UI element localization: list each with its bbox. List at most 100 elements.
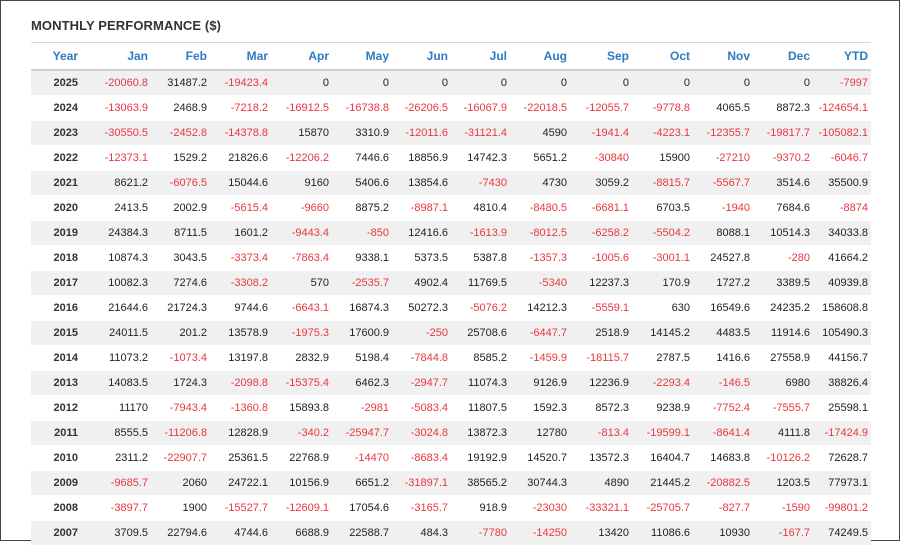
year-cell: 2021 <box>31 170 87 196</box>
value-cell-aug: 30744.3 <box>510 470 570 496</box>
column-header-sep: Sep <box>570 42 632 71</box>
value-cell-nov: 4483.5 <box>693 320 753 346</box>
year-cell: 2023 <box>31 120 87 146</box>
value-cell-ytd: 74249.5 <box>813 520 871 546</box>
value-cell-may: 8875.2 <box>332 195 392 221</box>
value-cell-jan: 24384.3 <box>87 220 151 246</box>
value-cell-aug: -23030 <box>510 495 570 521</box>
value-cell-jun: 18856.9 <box>392 145 451 171</box>
value-cell-mar: 13578.9 <box>210 320 271 346</box>
value-cell-oct: 2787.5 <box>632 345 693 371</box>
value-cell-nov: -7752.4 <box>693 395 753 421</box>
value-cell-ytd: 41664.2 <box>813 245 871 271</box>
value-cell-dec: 11914.6 <box>753 320 813 346</box>
table-row: 2022 -12373.1 1529.2 21826.6 -12206.2 7446.6 1… <box>31 145 871 171</box>
value-cell-may: 16874.3 <box>332 295 392 321</box>
value-cell-oct: -8815.7 <box>632 170 693 196</box>
column-header-jan: Jan <box>87 42 151 71</box>
value-cell-jul: -7430 <box>451 170 510 196</box>
year-cell: 2016 <box>31 295 87 321</box>
value-cell-nov: -5567.7 <box>693 170 753 196</box>
table-row: 2010 2311.2 -22907.7 25361.5 22768.9 -14470 -8… <box>31 445 871 471</box>
value-cell-jul: 19192.9 <box>451 445 510 471</box>
value-cell-oct: -3001.1 <box>632 245 693 271</box>
value-cell-jul: 11769.5 <box>451 270 510 296</box>
table-row: 2008 -3897.7 1900 -15527.7 -12609.1 17054.6 -3… <box>31 495 871 521</box>
value-cell-jan: -12373.1 <box>87 145 151 171</box>
value-cell-nov: -12355.7 <box>693 120 753 146</box>
value-cell-dec: -7555.7 <box>753 395 813 421</box>
value-cell-mar: -19423.4 <box>210 70 271 96</box>
value-cell-oct: -2293.4 <box>632 370 693 396</box>
value-cell-oct: 21445.2 <box>632 470 693 496</box>
value-cell-aug: -6447.7 <box>510 320 570 346</box>
value-cell-may: -2535.7 <box>332 270 392 296</box>
value-cell-mar: -7218.2 <box>210 95 271 121</box>
value-cell-sep: 3059.2 <box>570 170 632 196</box>
column-header-feb: Feb <box>151 42 210 71</box>
value-cell-dec: 1203.5 <box>753 470 813 496</box>
value-cell-aug: 12780 <box>510 420 570 446</box>
value-cell-may: -25947.7 <box>332 420 392 446</box>
column-header-jul: Jul <box>451 42 510 71</box>
value-cell-ytd: -124654.1 <box>813 95 871 121</box>
value-cell-jan: -3897.7 <box>87 495 151 521</box>
value-cell-ytd: 25598.1 <box>813 395 871 421</box>
value-cell-sep: 8572.3 <box>570 395 632 421</box>
value-cell-jun: 13854.6 <box>392 170 451 196</box>
value-cell-jul: 918.9 <box>451 495 510 521</box>
value-cell-dec: 6980 <box>753 370 813 396</box>
value-cell-apr: -6643.1 <box>271 295 332 321</box>
value-cell-jun: -3024.8 <box>392 420 451 446</box>
value-cell-jul: 0 <box>451 70 510 96</box>
value-cell-sep: -18115.7 <box>570 345 632 371</box>
value-cell-nov: -1940 <box>693 195 753 221</box>
value-cell-apr: 15893.8 <box>271 395 332 421</box>
value-cell-dec: 8872.3 <box>753 95 813 121</box>
value-cell-jun: 0 <box>392 70 451 96</box>
year-cell: 2010 <box>31 445 87 471</box>
value-cell-feb: -1073.4 <box>151 345 210 371</box>
value-cell-jul: 14742.3 <box>451 145 510 171</box>
value-cell-jul: 25708.6 <box>451 320 510 346</box>
value-cell-apr: 2832.9 <box>271 345 332 371</box>
value-cell-mar: 15044.6 <box>210 170 271 196</box>
table-row: 2012 11170 -7943.4 -1360.8 15893.8 -2981 -5083… <box>31 395 871 421</box>
value-cell-dec: 0 <box>753 70 813 96</box>
value-cell-feb: 1724.3 <box>151 370 210 396</box>
value-cell-jan: 2413.5 <box>87 195 151 221</box>
value-cell-oct: -9778.8 <box>632 95 693 121</box>
value-cell-apr: 15870 <box>271 120 332 146</box>
value-cell-may: -16738.8 <box>332 95 392 121</box>
value-cell-jul: 5387.8 <box>451 245 510 271</box>
value-cell-nov: -827.7 <box>693 495 753 521</box>
value-cell-aug: 14212.3 <box>510 295 570 321</box>
value-cell-may: -2981 <box>332 395 392 421</box>
value-cell-aug: 1592.3 <box>510 395 570 421</box>
value-cell-dec: 4111.8 <box>753 420 813 446</box>
value-cell-feb: 201.2 <box>151 320 210 346</box>
value-cell-ytd: 34033.8 <box>813 220 871 246</box>
value-cell-apr: -340.2 <box>271 420 332 446</box>
table-row: 2016 21644.6 21724.3 9744.6 -6643.1 16874.3 50… <box>31 295 871 321</box>
table-row: 2019 24384.3 8711.5 1601.2 -9443.4 -850 12416.… <box>31 220 871 246</box>
panel-title: MONTHLY PERFORMANCE ($) <box>31 18 222 33</box>
column-header-may: May <box>332 42 392 71</box>
value-cell-jun: -2947.7 <box>392 370 451 396</box>
value-cell-jan: 3709.5 <box>87 520 151 546</box>
value-cell-aug: 14520.7 <box>510 445 570 471</box>
value-cell-sep: 4890 <box>570 470 632 496</box>
value-cell-dec: -19817.7 <box>753 120 813 146</box>
value-cell-sep: 13572.3 <box>570 445 632 471</box>
value-cell-oct: 15900 <box>632 145 693 171</box>
value-cell-may: 22588.7 <box>332 520 392 546</box>
table-body: 2025 -20060.8 31487.2 -19423.4 0 0 0 0 0 0 0 0 0 -799… <box>31 70 871 546</box>
value-cell-oct: -5504.2 <box>632 220 693 246</box>
value-cell-nov: 8088.1 <box>693 220 753 246</box>
value-cell-ytd: 40939.8 <box>813 270 871 296</box>
value-cell-jan: 14083.5 <box>87 370 151 396</box>
value-cell-nov: 1727.2 <box>693 270 753 296</box>
value-cell-jan: -30550.5 <box>87 120 151 146</box>
value-cell-jan: 10874.3 <box>87 245 151 271</box>
